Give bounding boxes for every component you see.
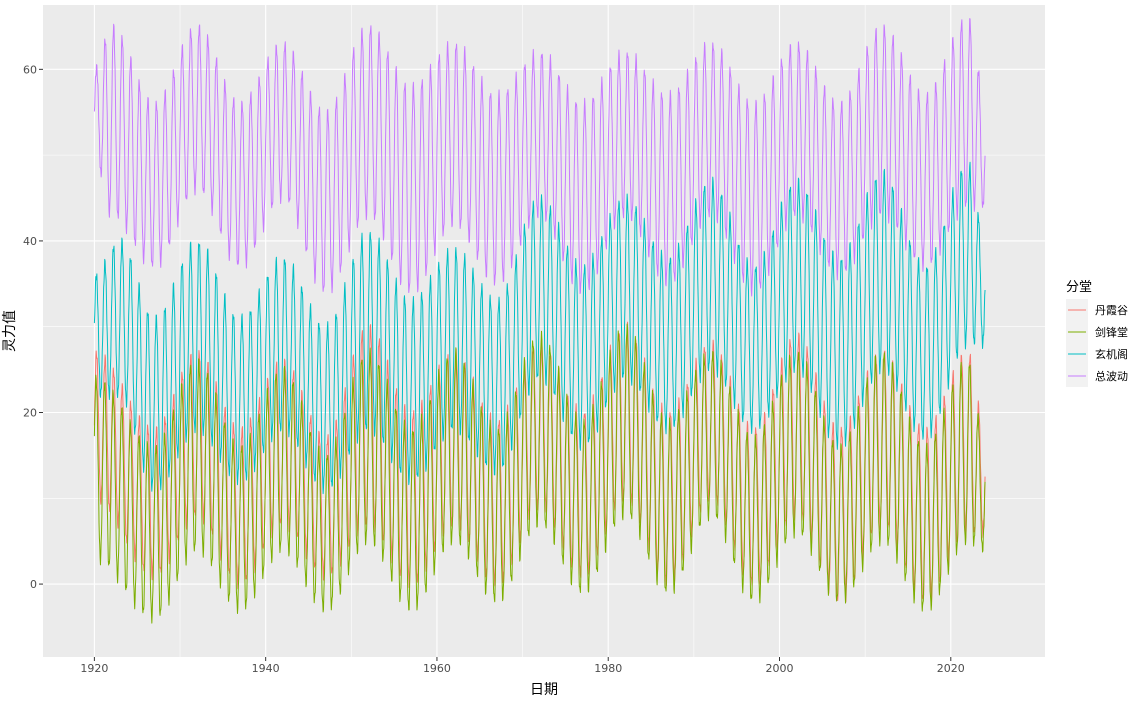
x-tick-label: 1940 xyxy=(252,662,280,675)
legend-label: 玄机阁 xyxy=(1095,347,1128,361)
series-line-3 xyxy=(93,161,986,495)
x-tick-label: 1980 xyxy=(594,662,622,675)
y-tick-label: 0 xyxy=(30,578,37,591)
legend-label: 剑锋堂 xyxy=(1095,325,1128,339)
x-tick-label: 1920 xyxy=(80,662,108,675)
series-lines xyxy=(93,18,986,624)
y-tick-label: 20 xyxy=(23,407,37,420)
y-axis-title: 灵力值 xyxy=(2,310,18,352)
series-line-2 xyxy=(93,323,986,624)
series-line-4 xyxy=(93,18,986,297)
y-tick-label: 60 xyxy=(23,63,37,76)
x-tick-label: 2000 xyxy=(766,662,794,675)
x-tick-label: 2020 xyxy=(937,662,965,675)
y-tick-label: 40 xyxy=(23,235,37,248)
y-axis: 0 20 40 60 xyxy=(23,63,43,591)
x-axis-title: 日期 xyxy=(530,682,558,698)
x-tick-label: 1960 xyxy=(423,662,451,675)
legend-label: 总波动 xyxy=(1095,369,1128,383)
legend-label: 丹霞谷 xyxy=(1095,304,1128,317)
grid-lines xyxy=(43,5,1045,657)
legend-title: 分堂 xyxy=(1066,280,1092,295)
x-axis: 1920 1940 1960 1980 2000 2020 xyxy=(80,657,965,675)
